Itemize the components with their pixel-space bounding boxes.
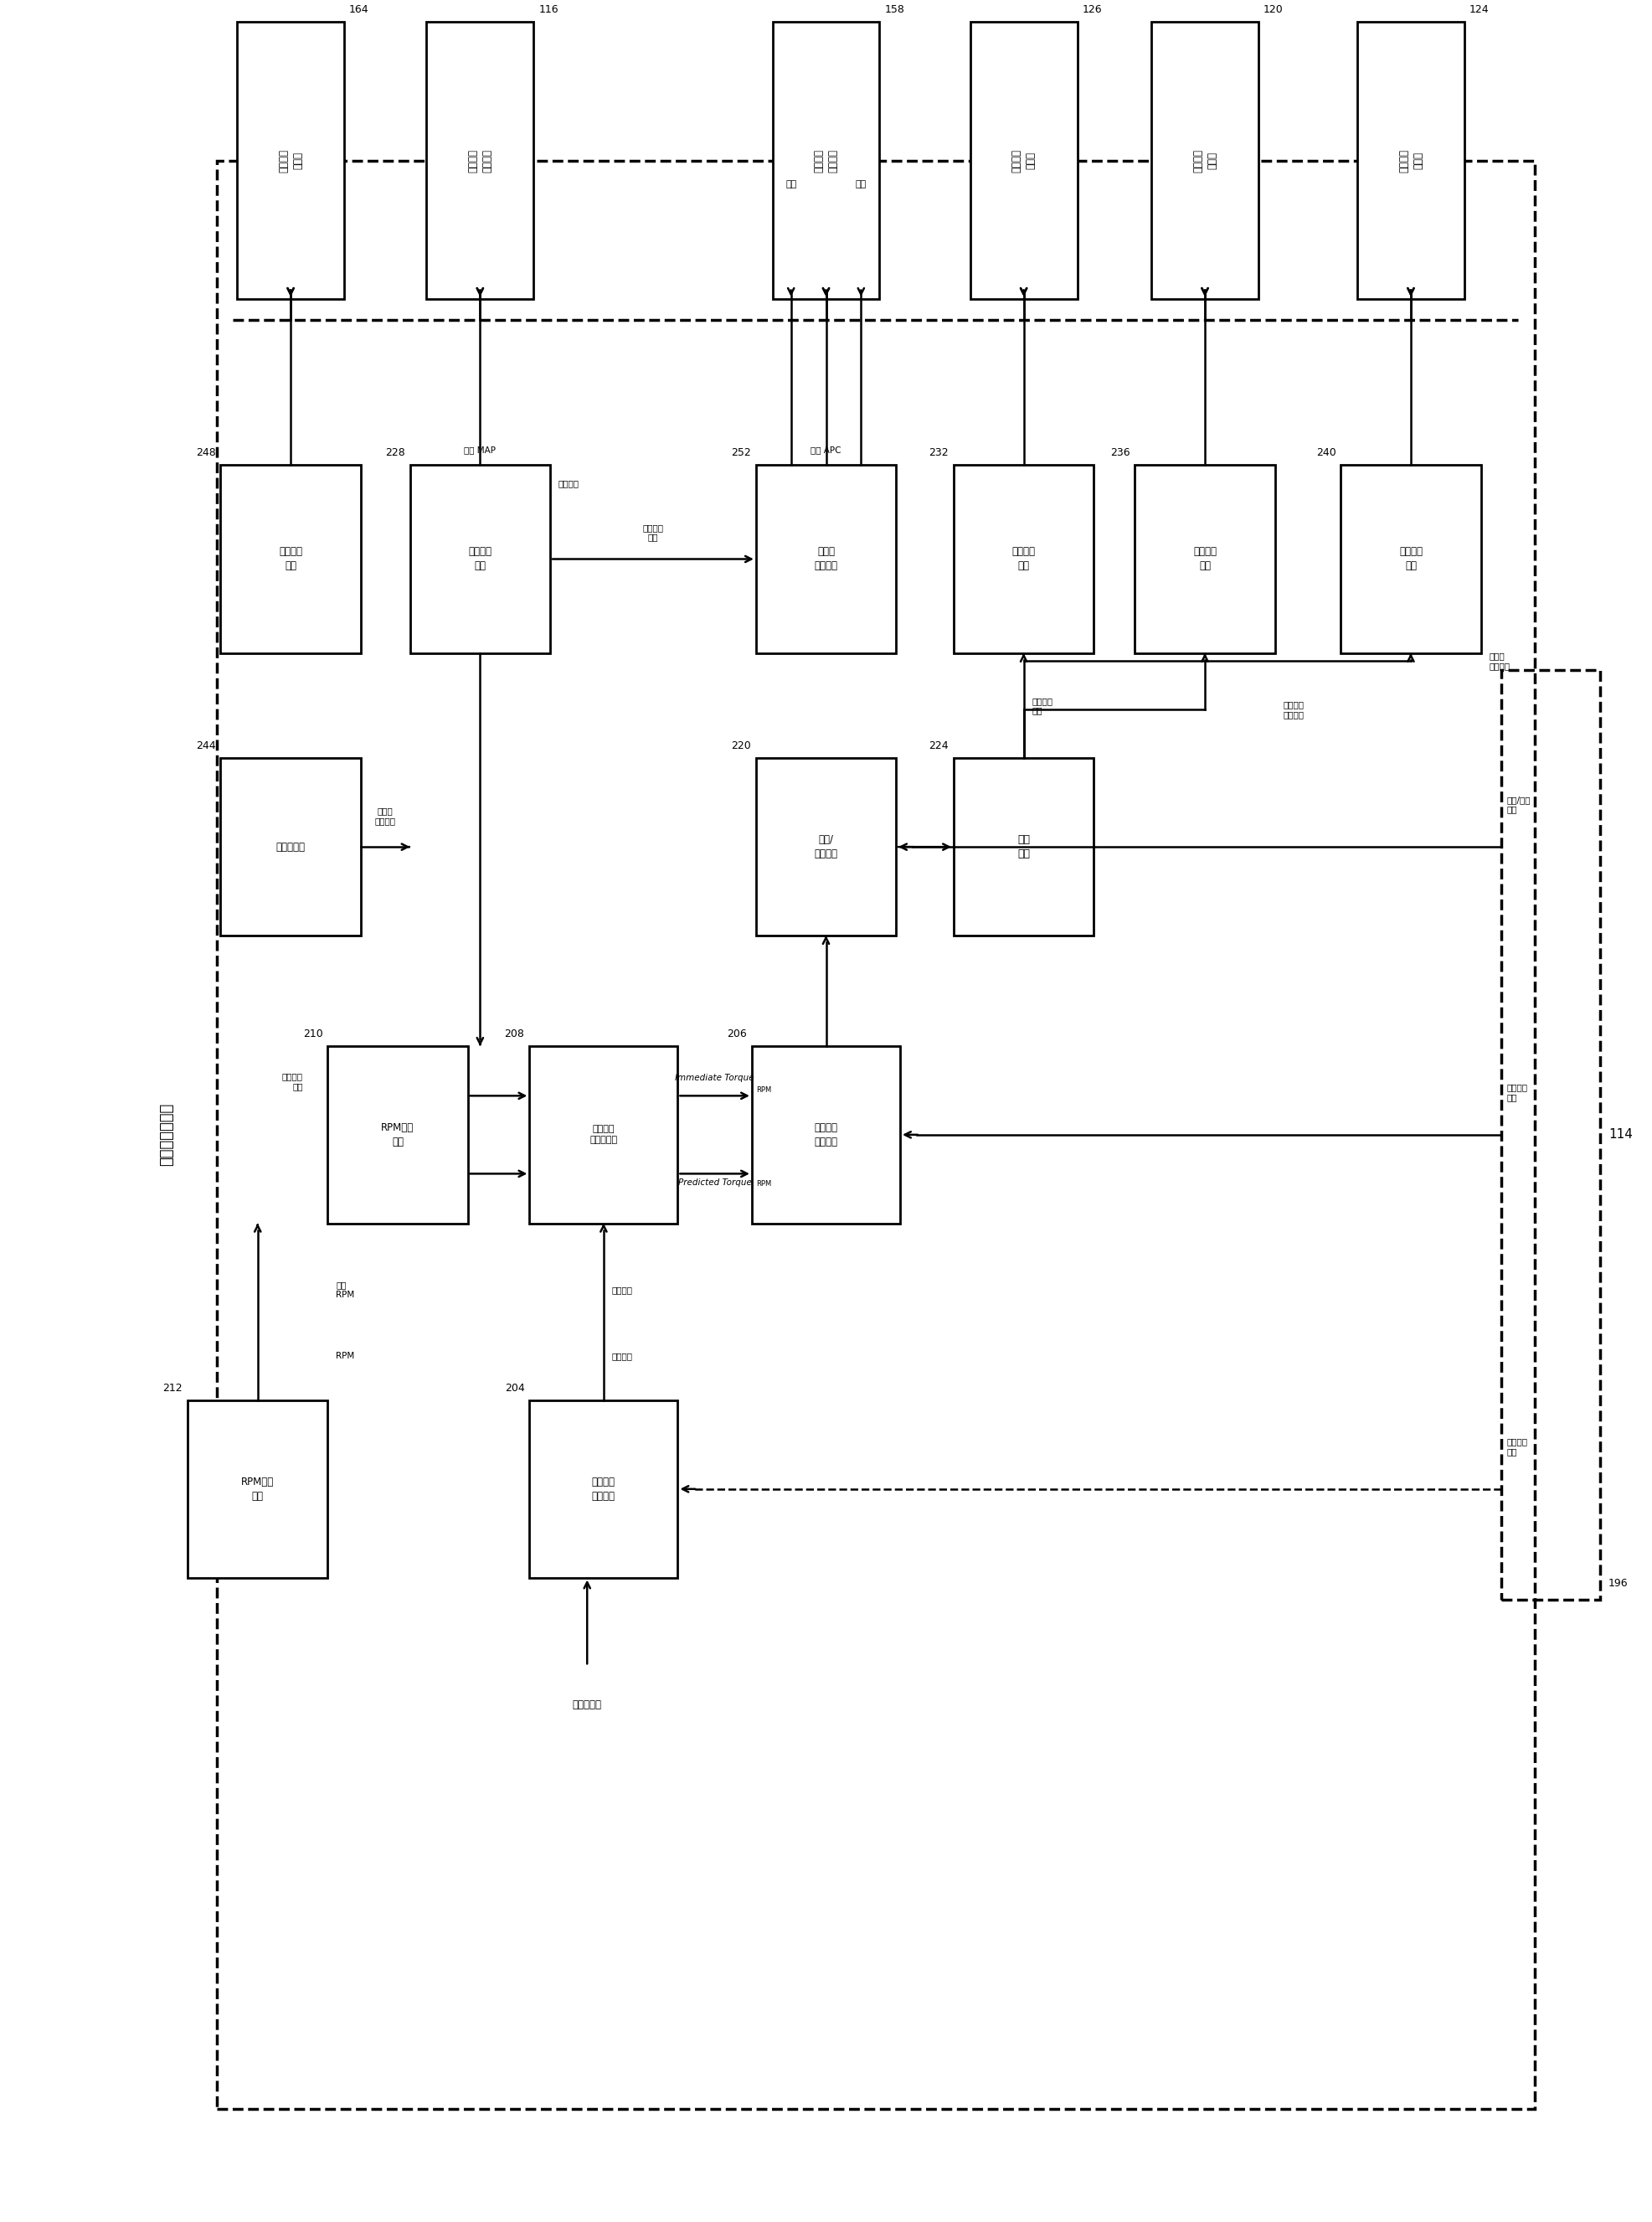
Text: 推进扔矩
伸缩模块: 推进扔矩 伸缩模块	[814, 1122, 838, 1147]
Bar	[757, 758, 895, 935]
Text: 储备/负载
需求: 储备/负载 需求	[1507, 795, 1530, 813]
Bar	[953, 464, 1094, 653]
Text: 燃料量
扔矩需求: 燃料量 扔矩需求	[1488, 651, 1510, 671]
Text: 发动机控制模块: 发动机控制模块	[160, 1104, 175, 1167]
Bar	[530, 1400, 677, 1578]
Bar	[426, 22, 534, 300]
Bar	[757, 464, 895, 653]
Text: 致动
模块: 致动 模块	[1018, 833, 1029, 860]
Text: 116: 116	[539, 4, 558, 16]
Text: RPM: RPM	[757, 1087, 771, 1093]
Text: 火花致动
器模块: 火花致动 器模块	[1011, 149, 1036, 173]
Text: 车轴扔矩
需求: 车轴扔矩 需求	[1507, 1438, 1528, 1455]
Text: 224: 224	[928, 740, 948, 751]
Text: Immediate Torque: Immediate Torque	[676, 1073, 755, 1082]
Text: 164: 164	[349, 4, 368, 16]
Text: 114: 114	[1609, 1129, 1632, 1142]
Text: 220: 220	[732, 740, 752, 751]
Bar	[216, 160, 1535, 2109]
Bar	[1151, 22, 1259, 300]
Text: 增压调度
模块: 增压调度 模块	[279, 547, 302, 571]
Text: 相位器致
动器模块: 相位器致 动器模块	[813, 149, 839, 173]
Bar	[530, 1047, 677, 1224]
Text: 204: 204	[504, 1382, 525, 1393]
Text: 车轴扔矩
伸缩模块: 车轴扔矩 伸缩模块	[591, 1475, 615, 1502]
Text: 混合动力
最优化模块: 混合动力 最优化模块	[590, 1124, 618, 1144]
Text: 158: 158	[884, 4, 905, 16]
Text: 估计的
空气扔矩: 估计的 空气扔矩	[375, 807, 396, 824]
Text: 210: 210	[302, 1029, 322, 1040]
Text: 期望 APC: 期望 APC	[811, 444, 841, 453]
Text: 期望
RPM: 期望 RPM	[335, 1280, 355, 1300]
Text: 248: 248	[197, 447, 216, 458]
Text: 增压致动
器模块: 增压致动 器模块	[278, 149, 304, 173]
Text: 空气扔矩
需求: 空气扔矩 需求	[282, 1073, 302, 1091]
Text: 气缸致动
器模块: 气缸致动 器模块	[1193, 149, 1218, 173]
Text: RPM控制
模块: RPM控制 模块	[382, 1122, 415, 1147]
Text: 120: 120	[1264, 4, 1284, 16]
Bar	[1341, 464, 1480, 653]
Text: 储备/
负载模块: 储备/ 负载模块	[814, 833, 838, 860]
Text: 126: 126	[1082, 4, 1102, 16]
Text: 244: 244	[197, 740, 216, 751]
Text: Predicted Torque: Predicted Torque	[677, 1178, 752, 1187]
Text: 208: 208	[504, 1029, 525, 1040]
Text: 252: 252	[732, 447, 752, 458]
Bar	[953, 758, 1094, 935]
Text: RPM: RPM	[757, 1180, 771, 1189]
Bar	[1135, 464, 1275, 653]
Bar	[970, 22, 1077, 300]
Text: 236: 236	[1110, 447, 1130, 458]
Text: 火花控制
模块: 火花控制 模块	[1013, 547, 1036, 571]
Text: 即时扔矩: 即时扔矩	[611, 1287, 633, 1293]
Bar	[238, 22, 344, 300]
Text: 预定扔矩: 预定扔矩	[611, 1351, 633, 1360]
Text: RPM轨迹
模块: RPM轨迹 模块	[241, 1475, 274, 1502]
Text: 212: 212	[164, 1382, 183, 1393]
Text: 期望面积: 期望面积	[558, 480, 580, 489]
Text: RPM: RPM	[335, 1351, 355, 1360]
Bar	[752, 1047, 900, 1224]
Text: 232: 232	[928, 447, 948, 458]
Text: 相位器
调度模块: 相位器 调度模块	[814, 547, 838, 571]
Text: 火花扔矩
需求: 火花扔矩 需求	[1032, 698, 1052, 715]
Text: 206: 206	[727, 1029, 747, 1040]
Text: 排气: 排气	[856, 180, 867, 189]
Bar	[221, 758, 360, 935]
Bar	[773, 22, 879, 300]
Text: 燃料致动
器模块: 燃料致动 器模块	[1398, 149, 1424, 173]
Bar	[1358, 22, 1464, 300]
Text: 228: 228	[385, 447, 405, 458]
Text: 空气控制
模块: 空气控制 模块	[468, 547, 492, 571]
Bar	[327, 1047, 468, 1224]
Text: 驾驶员输入: 驾驶员输入	[573, 1700, 601, 1711]
Bar	[410, 464, 550, 653]
Text: 节气门致
动器模块: 节气门致 动器模块	[468, 149, 492, 173]
Bar	[1502, 669, 1601, 1600]
Text: 扔矩估计块: 扔矩估计块	[276, 842, 306, 853]
Text: 空气扔矩
需求: 空气扔矩 需求	[643, 522, 664, 542]
Text: 期望 MAP: 期望 MAP	[464, 444, 496, 453]
Text: 气缸控制
模块: 气缸控制 模块	[1193, 547, 1216, 571]
Bar	[221, 464, 360, 653]
Text: 240: 240	[1317, 447, 1336, 458]
Text: 燃料控制
模块: 燃料控制 模块	[1399, 547, 1422, 571]
Text: 124: 124	[1469, 4, 1488, 16]
Text: 推进扔矩
需求: 推进扔矩 需求	[1507, 1084, 1528, 1102]
Text: 进气: 进气	[785, 180, 796, 189]
Text: 气缸停机
扔矩需求: 气缸停机 扔矩需求	[1284, 700, 1303, 718]
Text: 196: 196	[1609, 1578, 1629, 1589]
Bar	[188, 1400, 327, 1578]
